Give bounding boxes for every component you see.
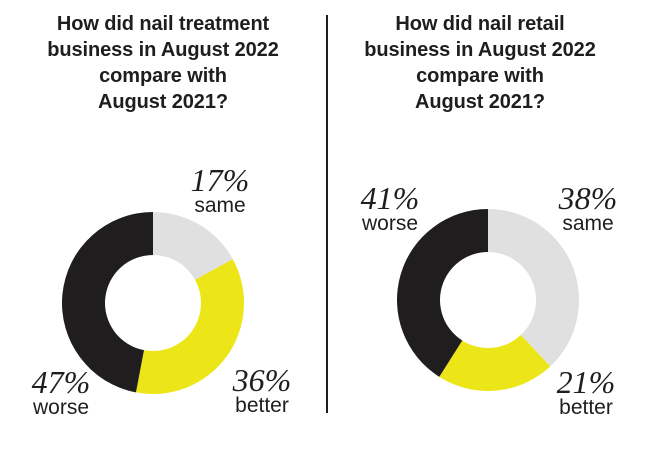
slice-label-same: 38% same (538, 180, 638, 235)
slice-value-worse: 47% (31, 364, 91, 400)
title-line: How did nail retail (395, 13, 565, 35)
slice-category-same: same (194, 194, 246, 217)
slice-value-same: 38% (558, 180, 618, 216)
slice-value-worse: 41% (360, 180, 420, 216)
slice-label-worse: 41% worse (340, 180, 440, 235)
donut-slice-worse (396, 209, 488, 377)
title-line: compare with (99, 65, 227, 87)
title-line: August 2021? (415, 91, 545, 113)
chart-title-nail-retail: How did nail retail business in August 2… (330, 11, 630, 115)
title-line: business in August 2022 (47, 39, 279, 61)
slice-value-same: 17% (190, 162, 250, 198)
title-line: August 2021? (98, 91, 228, 113)
slice-label-same: 17% same (170, 162, 270, 217)
title-line: business in August 2022 (364, 39, 596, 61)
slice-value-better: 21% (556, 364, 616, 400)
slice-category-same: same (562, 212, 614, 235)
slice-category-better: better (559, 396, 613, 419)
donut-slice-same (488, 209, 579, 367)
slice-category-worse: worse (361, 212, 419, 235)
donut-slice-worse (61, 212, 153, 393)
slice-category-worse: worse (32, 396, 90, 419)
donut-chart-nail-retail (396, 209, 579, 391)
donut-slice-better (135, 259, 244, 394)
donut-chart-nail-treatment (61, 212, 244, 394)
slice-label-better: 21% better (536, 364, 636, 419)
donut-slice-same (153, 212, 233, 280)
chart-title-nail-treatment: How did nail treatment business in Augus… (13, 11, 313, 115)
center-divider (326, 15, 328, 413)
slice-category-better: better (235, 394, 289, 417)
slice-value-better: 36% (232, 362, 292, 398)
slice-label-worse: 47% worse (11, 364, 111, 419)
title-line: compare with (416, 65, 544, 87)
donut-slice-better (439, 334, 551, 391)
slice-label-better: 36% better (212, 362, 312, 417)
title-line: How did nail treatment (56, 13, 270, 35)
